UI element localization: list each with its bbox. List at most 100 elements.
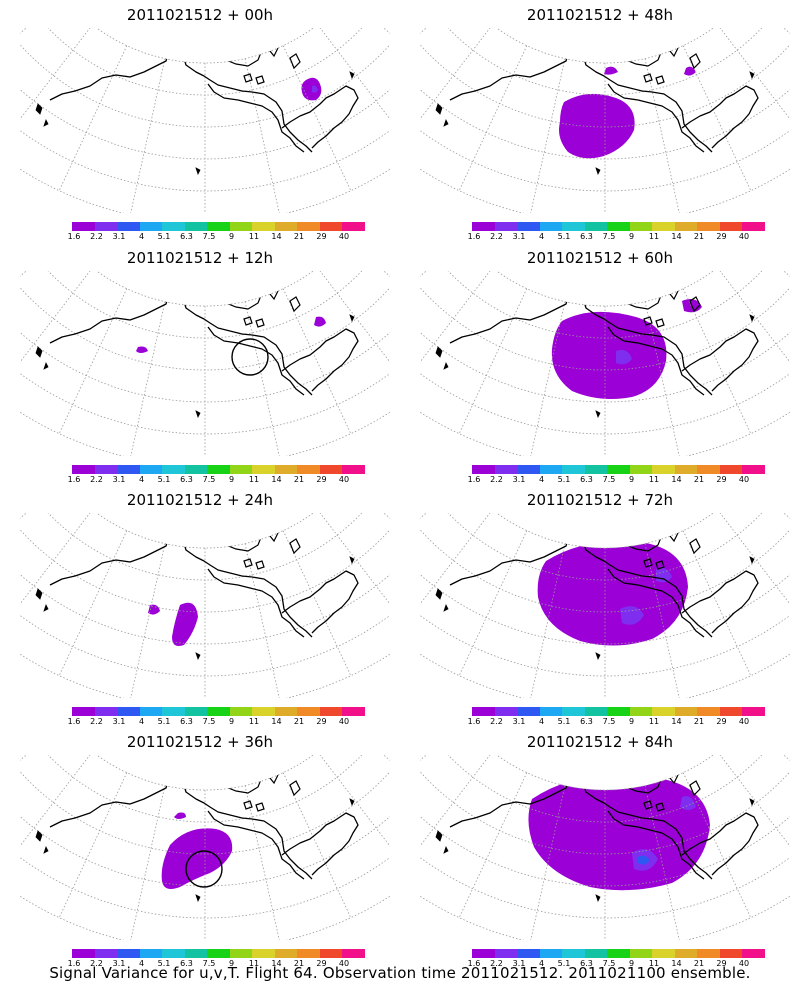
colorbar-legend: 1.6 2.2 3.1 4 5.1 6.3 7.5 9 11 14 21 29 40 (68, 465, 365, 486)
legend-swatch (539, 949, 562, 958)
legend-label: 40 (338, 232, 350, 241)
coastline (49, 284, 313, 396)
coastline (449, 526, 713, 638)
panel-title: 2011021512 + 12h (126, 249, 274, 267)
colorbar-legend: 1.6 2.2 3.1 4 5.1 6.3 7.5 9 11 14 21 29 40 (468, 222, 765, 243)
legend-swatch (297, 707, 320, 716)
coastline (207, 810, 305, 880)
legend-swatch (252, 465, 275, 474)
coastline (281, 812, 359, 876)
legend-swatch (319, 222, 342, 231)
legend-label: 40 (338, 475, 350, 484)
legend-swatch (72, 707, 95, 716)
legend-label: 21 (293, 717, 305, 726)
legend-swatch (207, 949, 230, 958)
legend-label: 1.6 (67, 717, 81, 726)
legend-swatch (139, 707, 162, 716)
legend-label: 4 (138, 475, 145, 484)
legend-swatch (274, 949, 297, 958)
legend-label: 4 (538, 232, 545, 241)
coastline (449, 284, 713, 396)
map-panel-84h: 2011021512 + 84h 1.6 2.2 3.1 4 5.1 6.3 7.5 9 11 14… (410, 727, 790, 972)
legend-swatch (562, 222, 585, 231)
legend-label: 5.1 (157, 475, 171, 484)
legend-label: 3.1 (512, 475, 526, 484)
legend-swatch (94, 222, 117, 231)
legend-swatch (517, 949, 540, 958)
legend-swatch (297, 465, 320, 474)
legend-label: 14 (271, 232, 282, 241)
legend-label: 5.1 (557, 475, 571, 484)
legend-label: 5.1 (557, 717, 571, 726)
legend-swatch (607, 707, 630, 716)
legend-label: 14 (271, 959, 282, 968)
legend-swatch (607, 222, 630, 231)
legend-swatch (342, 707, 365, 716)
legend-label: 4 (538, 959, 545, 968)
legend-label: 9 (228, 232, 235, 241)
legend-swatch (584, 222, 607, 231)
legend-swatch (94, 707, 117, 716)
legend-label: 21 (693, 959, 705, 968)
variance-region (136, 346, 148, 353)
panel-title: 2011021512 + 00h (126, 6, 274, 24)
variance-region (680, 796, 696, 810)
legend-label: 2.2 (490, 717, 503, 726)
legend-swatch (162, 949, 185, 958)
polar-stereographic-map (20, 271, 390, 456)
polar-stereographic-map (20, 28, 390, 213)
legend-swatch (674, 465, 697, 474)
variance-region (174, 812, 186, 819)
legend-label: 4 (138, 959, 145, 968)
coastline (449, 41, 713, 153)
legend-label: 14 (671, 232, 682, 241)
legend-label: 7.5 (602, 717, 616, 726)
legend-swatch (494, 465, 517, 474)
colorbar-legend: 1.6 2.2 3.1 4 5.1 6.3 7.5 9 11 14 21 29 40 (68, 222, 365, 243)
legend-label: 1.6 (467, 475, 481, 484)
legend-swatch (139, 949, 162, 958)
panel-title: 2011021512 + 60h (526, 249, 674, 267)
polar-stereographic-map (420, 755, 790, 940)
legend-label: 40 (338, 717, 350, 726)
legend-swatch (584, 707, 607, 716)
legend-label: 9 (628, 232, 635, 241)
legend-label: 29 (716, 475, 727, 484)
legend-swatch (162, 707, 185, 716)
legend-label: 6.3 (580, 232, 593, 241)
legend-swatch (252, 949, 275, 958)
legend-swatch (274, 222, 297, 231)
panel-title: 2011021512 + 24h (126, 491, 274, 509)
legend-label: 14 (671, 475, 682, 484)
legend-label: 14 (671, 717, 682, 726)
legend-swatch (229, 707, 252, 716)
legend-label: 6.3 (580, 959, 593, 968)
legend-swatch (342, 465, 365, 474)
legend-label: 6.3 (180, 232, 193, 241)
legend-label: 1.6 (467, 232, 481, 241)
polar-stereographic-map (20, 513, 390, 698)
legend-label: 7.5 (202, 717, 216, 726)
coastline (681, 812, 759, 876)
legend-label: 14 (271, 475, 282, 484)
legend-swatch (584, 465, 607, 474)
legend-label: 11 (248, 232, 260, 241)
legend-label: 40 (738, 717, 750, 726)
map-panel-60h: 2011021512 + 60h 1.6 2.2 3.1 4 5.1 6.3 7.5 9 11 14… (410, 243, 790, 488)
legend-swatch (342, 949, 365, 958)
legend-swatch (629, 949, 652, 958)
legend-label: 11 (248, 959, 260, 968)
legend-swatch (697, 949, 720, 958)
colorbar-legend: 1.6 2.2 3.1 4 5.1 6.3 7.5 9 11 14 21 29 40 (468, 949, 765, 970)
colorbar-legend: 1.6 2.2 3.1 4 5.1 6.3 7.5 9 11 14 21 29 40 (468, 465, 765, 486)
legend-label: 6.3 (180, 959, 193, 968)
legend-label: 2.2 (490, 232, 503, 241)
footer-caption: Signal Variance for u,v,T. Flight 64. Ob… (49, 964, 751, 982)
legend-label: 7.5 (202, 959, 216, 968)
legend-swatch (342, 222, 365, 231)
legend-swatch (274, 465, 297, 474)
legend-label: 21 (693, 232, 705, 241)
legend-label: 3.1 (112, 717, 126, 726)
legend-label: 21 (293, 959, 305, 968)
coastline (607, 326, 705, 396)
